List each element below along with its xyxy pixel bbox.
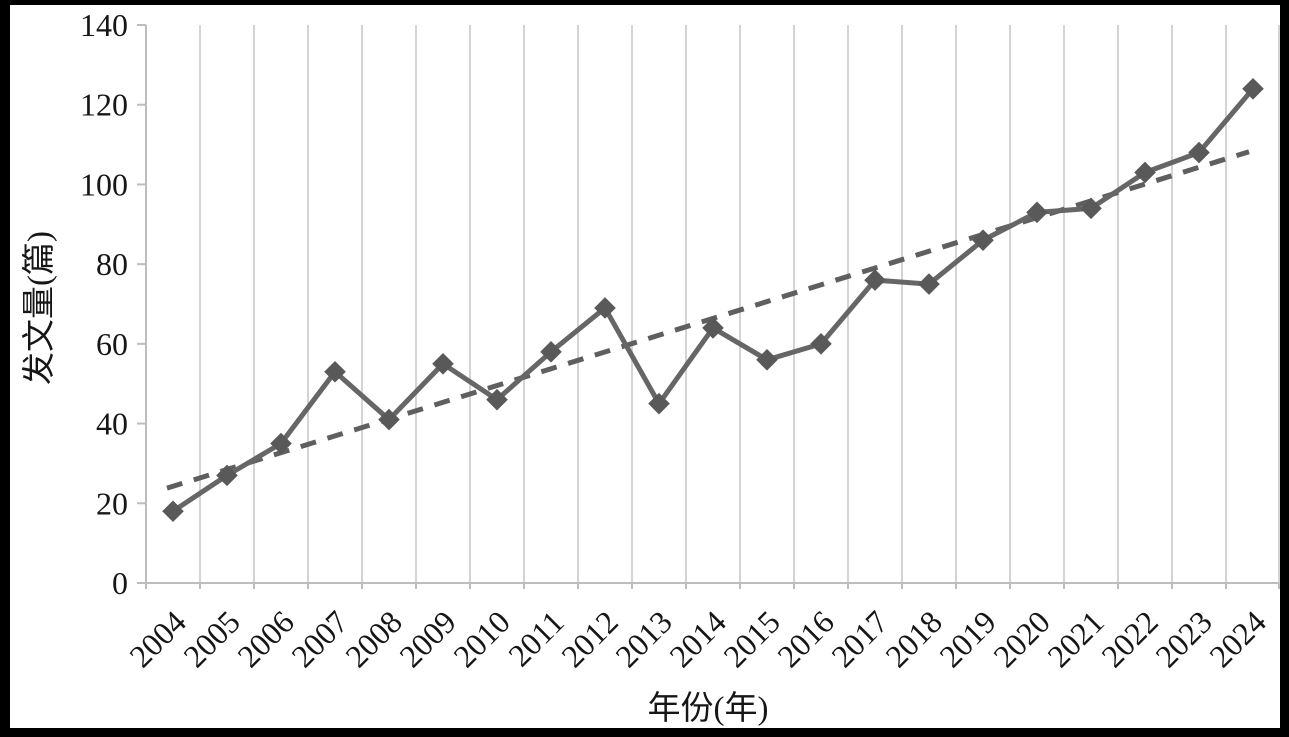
data-point-marker [864,269,886,291]
y-axis-title: 发文量(篇) [22,231,58,385]
data-point-marker [648,392,670,415]
x-tick-label: 2019 [932,603,1003,674]
data-point-marker [594,297,616,319]
x-tick-label: 2013 [608,603,679,674]
x-tick-label: 2022 [1094,603,1165,674]
y-tick-label: 140 [80,7,128,43]
data-point-marker [540,341,562,363]
x-tick-label: 2016 [770,603,841,674]
data-point-marker [270,432,292,455]
y-tick-label: 40 [96,406,128,442]
x-tick-label: 2004 [122,603,193,674]
chart-canvas: 0 20 40 60 80 100 120 140 2004 2005 2006 2007 2008 20… [10,5,1280,728]
data-point-marker [378,408,400,431]
x-tick-label: 2023 [1148,603,1219,674]
x-tick-label: 2008 [338,603,409,674]
x-tick-label: 2018 [878,603,949,674]
trend-line [166,149,1250,491]
y-tick-label: 20 [96,485,128,521]
x-tick-label: 2014 [662,603,733,674]
x-tick-label: 2007 [284,603,355,674]
data-point-marker [1242,77,1264,100]
data-point-marker [756,349,778,371]
x-tick-label: 2024 [1202,603,1273,674]
x-tick-label: 2017 [824,603,895,674]
data-point-marker [972,229,994,252]
data-series-line [171,87,1255,514]
x-tick-label: 2010 [446,603,517,674]
x-tick-label: 2015 [716,603,787,674]
data-point-marker [1026,201,1048,224]
y-tick-label: 80 [96,246,128,282]
data-point-marker [486,388,508,411]
data-point-marker [810,333,832,355]
x-tick-label: 2006 [230,603,301,674]
data-point-marker [1080,197,1102,220]
x-tick-label: 2020 [986,603,1057,674]
x-tick-label: 2012 [554,603,625,674]
y-tick-label: 100 [80,166,128,202]
data-point-marker [216,464,238,487]
data-point-marker [918,273,940,295]
data-point-marker [324,360,346,383]
data-point-marker [1188,141,1210,164]
x-tick-label: 2005 [176,603,247,674]
y-tick-label: 0 [112,565,128,601]
x-tick-label: 2021 [1040,603,1111,674]
x-axis-title: 年份(年) [647,691,769,727]
data-point-marker [162,500,184,523]
y-tick-label: 120 [80,87,128,123]
data-point-marker [432,352,454,375]
x-tick-label: 2011 [501,603,571,673]
publication-trend-line-chart: 0204060801001201402004200520062007200820… [80,7,1280,674]
x-tick-label: 2009 [392,603,463,674]
data-point-marker [1134,161,1156,184]
y-tick-label: 60 [96,326,128,362]
data-point-marker [702,317,724,339]
